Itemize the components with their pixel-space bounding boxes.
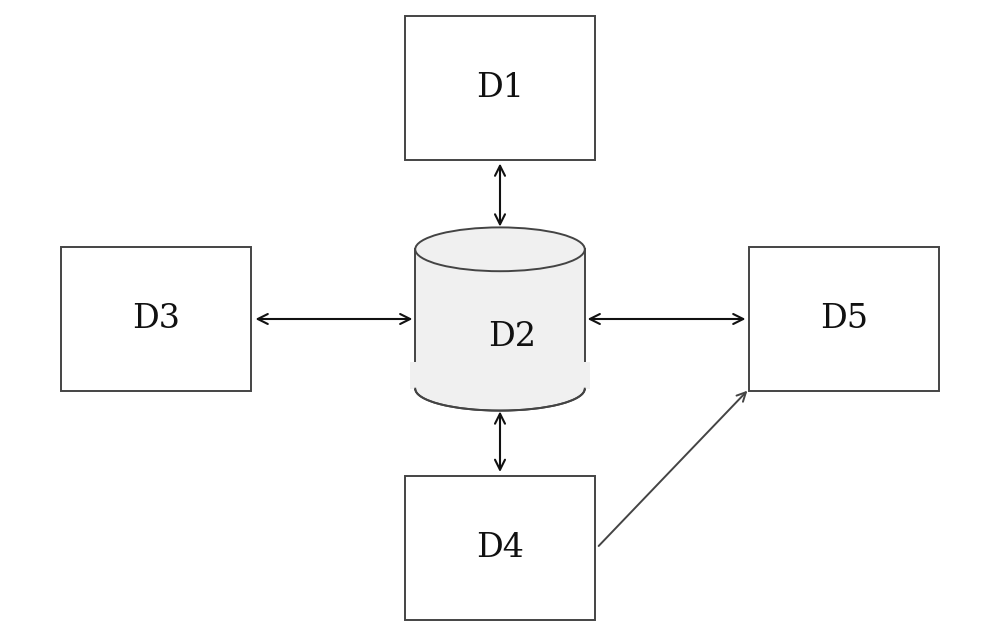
Text: D2: D2	[488, 321, 536, 353]
Polygon shape	[410, 362, 590, 389]
FancyBboxPatch shape	[405, 16, 595, 160]
Text: D5: D5	[820, 303, 868, 335]
Text: D4: D4	[476, 532, 524, 564]
FancyBboxPatch shape	[749, 247, 939, 391]
Text: D1: D1	[476, 72, 524, 104]
Ellipse shape	[415, 227, 585, 271]
FancyBboxPatch shape	[61, 247, 251, 391]
Polygon shape	[415, 249, 585, 389]
Ellipse shape	[415, 367, 585, 411]
FancyBboxPatch shape	[405, 476, 595, 620]
Text: D3: D3	[132, 303, 180, 335]
